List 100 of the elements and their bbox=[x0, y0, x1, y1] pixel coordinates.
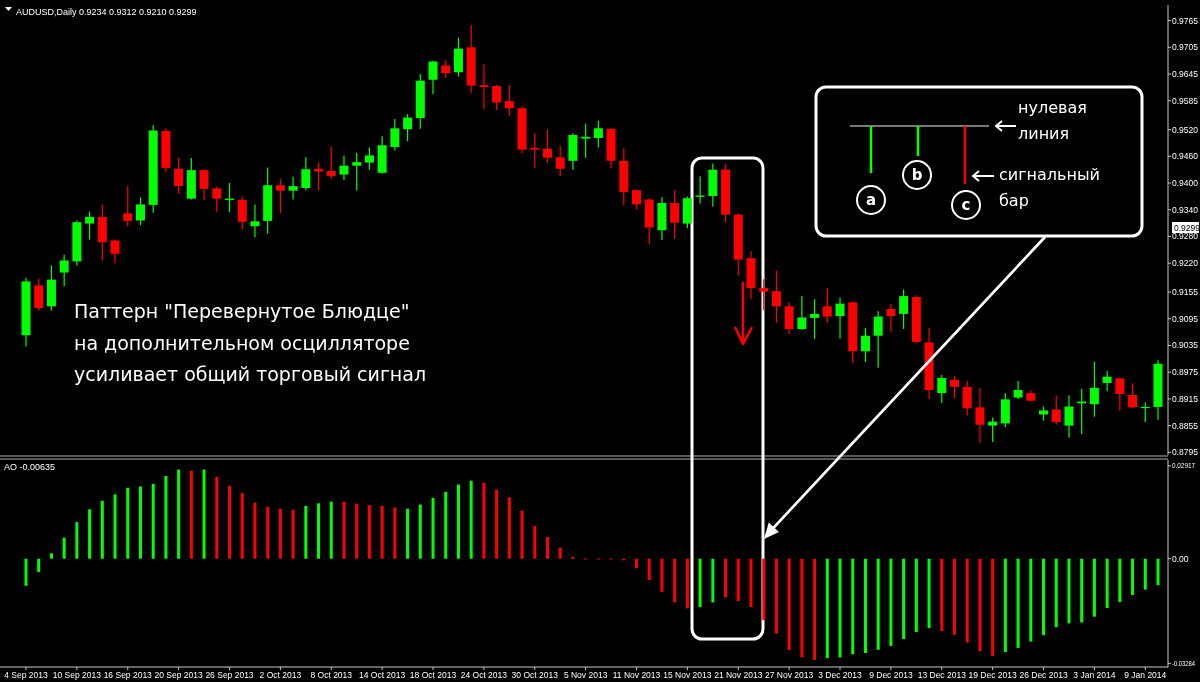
bar bbox=[1118, 558, 1122, 603]
candlestick bbox=[135, 196, 145, 226]
bar bbox=[1105, 558, 1109, 609]
candlestick bbox=[555, 145, 565, 177]
bar bbox=[278, 508, 282, 559]
bar bbox=[1016, 558, 1020, 648]
x-tick-label: 15 Nov 2013 bbox=[663, 670, 712, 680]
candlestick bbox=[759, 278, 769, 311]
bar bbox=[952, 558, 956, 635]
bar bbox=[660, 558, 664, 592]
candlestick bbox=[59, 254, 69, 287]
candlestick bbox=[123, 185, 133, 227]
bar bbox=[266, 506, 270, 559]
bar bbox=[1092, 558, 1096, 617]
candlestick bbox=[403, 113, 413, 142]
candlestick bbox=[504, 84, 514, 117]
bar bbox=[228, 485, 232, 559]
candlestick bbox=[632, 188, 642, 210]
bar bbox=[62, 537, 66, 559]
bar bbox=[698, 558, 702, 608]
bar bbox=[520, 510, 524, 559]
candlestick bbox=[288, 176, 298, 201]
candlestick bbox=[1115, 376, 1125, 412]
candlestick bbox=[1013, 380, 1023, 400]
bar bbox=[1143, 558, 1147, 590]
candlestick bbox=[771, 270, 781, 324]
candlestick bbox=[530, 132, 540, 169]
bar bbox=[774, 558, 778, 634]
bar bbox=[965, 558, 969, 643]
x-tick-label: 13 Dec 2013 bbox=[917, 670, 967, 680]
candlestick bbox=[937, 374, 947, 404]
candlestick bbox=[1102, 370, 1112, 392]
candlestick bbox=[352, 152, 362, 192]
bar bbox=[189, 470, 193, 559]
x-tick-label: 5 Nov 2013 bbox=[563, 670, 608, 680]
candlestick bbox=[593, 120, 603, 149]
y-tick-label: 0.8975 bbox=[1172, 367, 1199, 378]
y-tick-label: 0.9645 bbox=[1172, 68, 1199, 79]
y-tick-label: 0.8795 bbox=[1172, 447, 1199, 458]
x-tick-label: 10 Sep 2013 bbox=[52, 670, 102, 680]
bar bbox=[406, 508, 410, 559]
bar bbox=[889, 558, 893, 646]
bar bbox=[100, 500, 104, 559]
bar bbox=[673, 558, 677, 603]
bar bbox=[37, 558, 41, 573]
candlestick bbox=[581, 122, 591, 159]
bar bbox=[380, 505, 384, 559]
x-tick-label: 11 Nov 2013 bbox=[612, 670, 661, 680]
x-tick-label: 9 Jan 2014 bbox=[1124, 670, 1167, 680]
bar bbox=[1042, 558, 1046, 636]
x-tick-label: 9 Dec 2013 bbox=[869, 670, 913, 680]
candlestick bbox=[822, 287, 832, 324]
x-tick-label: 4 Sep 2013 bbox=[4, 670, 49, 680]
bar bbox=[813, 558, 817, 660]
candlestick bbox=[810, 298, 820, 340]
bar bbox=[914, 558, 918, 632]
candlestick bbox=[962, 380, 972, 416]
bar bbox=[533, 525, 537, 559]
candlestick bbox=[85, 210, 95, 241]
x-tick-label: 20 Sep 2013 bbox=[154, 670, 203, 680]
bar bbox=[838, 558, 842, 658]
candlestick bbox=[237, 195, 247, 231]
candlestick bbox=[949, 375, 959, 399]
bar bbox=[927, 558, 931, 629]
x-tick-label: 26 Sep 2013 bbox=[205, 670, 254, 680]
y-tick-label: 0.9400 bbox=[1172, 178, 1199, 189]
y-tick-label: 0.8915 bbox=[1172, 393, 1199, 404]
bar bbox=[902, 558, 906, 639]
bar bbox=[342, 501, 346, 559]
chart-title: AUDUSD,Daily 0.9234 0.9312 0.9210 0.9299 bbox=[16, 7, 197, 17]
candlestick bbox=[886, 303, 896, 333]
bar bbox=[456, 484, 460, 559]
candlestick bbox=[1051, 394, 1061, 426]
annotation: сигнальный bbox=[999, 165, 1101, 184]
x-tick-label: 2 Oct 2013 bbox=[259, 670, 302, 680]
x-tick-label: 18 Oct 2013 bbox=[409, 670, 457, 680]
candlestick bbox=[975, 387, 985, 444]
bar bbox=[126, 487, 130, 559]
annotation: a bbox=[865, 191, 877, 209]
bar bbox=[940, 558, 944, 632]
y-tick-label: 0.9520 bbox=[1172, 124, 1199, 135]
bar bbox=[647, 558, 651, 581]
bar bbox=[762, 558, 766, 621]
bar bbox=[304, 505, 308, 559]
candlestick bbox=[326, 146, 336, 180]
bar bbox=[1029, 558, 1033, 642]
y-tick-label: 0.9340 bbox=[1172, 204, 1199, 215]
bar bbox=[88, 509, 92, 559]
y-tick-label: 0.9460 bbox=[1172, 151, 1199, 162]
candlestick bbox=[1128, 382, 1138, 409]
annotation: бар bbox=[999, 191, 1029, 210]
bar bbox=[138, 486, 142, 559]
bar bbox=[978, 558, 982, 652]
bar bbox=[635, 558, 639, 569]
x-tick-label: 21 Nov 2013 bbox=[714, 670, 763, 680]
candlestick bbox=[873, 310, 883, 369]
bar bbox=[495, 489, 499, 559]
bar bbox=[800, 558, 804, 658]
bar bbox=[431, 497, 435, 559]
y-tick-label: 0.9035 bbox=[1172, 340, 1199, 351]
